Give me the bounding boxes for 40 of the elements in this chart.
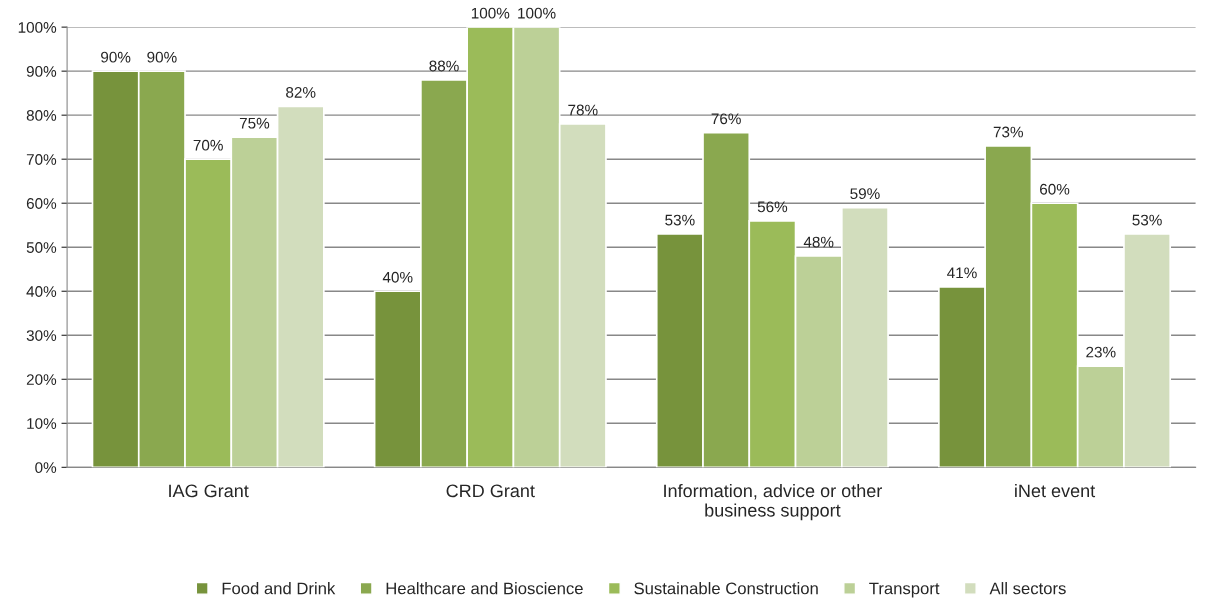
y-tick-label: 40% <box>26 286 57 297</box>
data-label: 88% <box>429 60 459 72</box>
data-label: 48% <box>803 236 834 248</box>
data-label: 78% <box>568 104 598 116</box>
x-tick-label: CRD Grant <box>446 484 535 498</box>
y-tick-label: 30% <box>26 330 57 341</box>
data-label: 73% <box>993 126 1024 138</box>
data-label: 53% <box>1132 214 1162 226</box>
data-label: 100% <box>471 7 510 19</box>
legend-label: Food and Drink <box>222 582 336 595</box>
data-label: 90% <box>101 51 131 63</box>
data-label: 40% <box>382 271 413 283</box>
y-tick-label: 0% <box>35 462 57 474</box>
x-tick-label: Information, advice or other business support <box>664 483 883 521</box>
data-label: 90% <box>147 51 177 63</box>
data-label: 82% <box>286 86 316 98</box>
legend-label: Healthcare and Bioscience <box>386 582 583 595</box>
x-tick-label: IAG Grant <box>169 484 249 498</box>
y-tick-label: 70% <box>26 154 57 165</box>
data-label: 76% <box>711 113 741 125</box>
data-label: 75% <box>239 117 270 129</box>
legend-label: Transport <box>869 582 940 598</box>
y-tick-label: 20% <box>26 374 57 385</box>
y-tick-label: 100% <box>18 22 57 33</box>
y-tick-label: 80% <box>26 110 57 121</box>
data-label: 23% <box>1086 346 1116 358</box>
data-label: 53% <box>665 214 695 226</box>
data-label: 56% <box>757 201 788 213</box>
data-label: 60% <box>1040 183 1070 195</box>
x-tick-label: iNet event <box>1015 483 1096 498</box>
legend-label: All sectors <box>989 582 1066 595</box>
data-label: 59% <box>850 188 880 200</box>
y-tick-label: 10% <box>27 418 57 429</box>
y-tick-label: 60% <box>26 198 57 209</box>
legend-label: Sustainable Construction <box>634 582 818 595</box>
y-tick-label: 50% <box>26 242 57 253</box>
data-label: 70% <box>193 139 223 151</box>
data-label: 41% <box>947 267 977 279</box>
data-label: 100% <box>518 7 556 19</box>
y-tick-label: 90% <box>26 66 57 77</box>
